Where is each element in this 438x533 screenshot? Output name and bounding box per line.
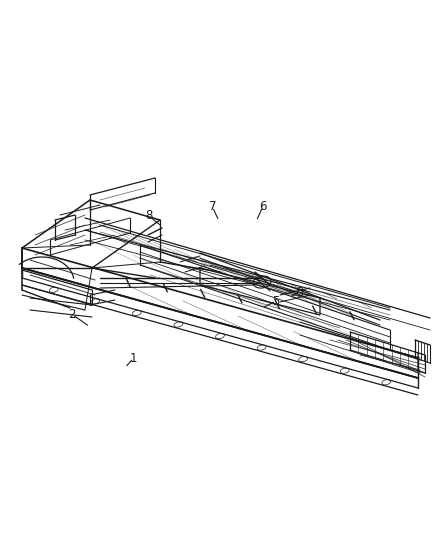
Text: 3: 3 [297, 286, 304, 298]
Text: 6: 6 [259, 200, 267, 213]
Text: 5: 5 [272, 295, 279, 308]
Text: 7: 7 [208, 200, 216, 213]
Text: 2: 2 [68, 308, 76, 321]
Text: 1: 1 [130, 352, 138, 365]
Text: 8: 8 [145, 209, 152, 222]
